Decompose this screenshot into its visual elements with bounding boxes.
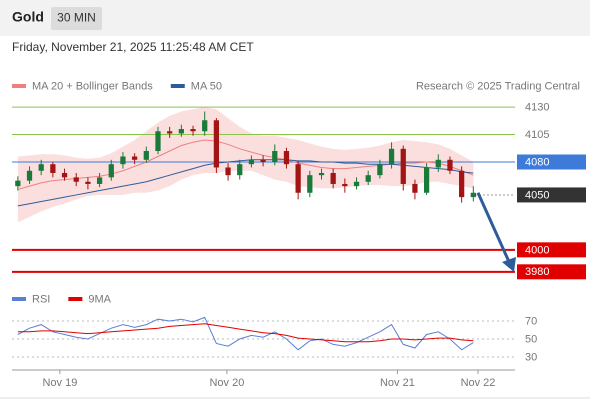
candle-body	[61, 172, 68, 178]
candle-body	[248, 159, 255, 165]
candle-body	[330, 172, 336, 184]
candle-body	[423, 167, 430, 193]
y-tick-label: 70	[525, 315, 537, 327]
legend-swatch	[170, 84, 185, 88]
legend-label: MA 50	[191, 80, 222, 92]
legend-swatch	[68, 297, 83, 301]
candle-body	[167, 131, 173, 134]
candle-body	[108, 164, 114, 178]
candle-body	[307, 175, 313, 193]
x-tick-label: Nov 20	[209, 377, 244, 389]
candle-body	[96, 177, 103, 184]
candle-body	[283, 151, 290, 165]
interval-button[interactable]	[51, 7, 102, 30]
level-label: 4050	[525, 189, 549, 201]
candle-body	[38, 164, 44, 171]
bollinger-band	[17, 107, 474, 223]
candle-body	[85, 181, 91, 184]
candle-body	[132, 156, 138, 160]
source-note: Research © 2025 Trading Central	[416, 80, 580, 92]
instrument-title: Gold	[12, 9, 44, 25]
y-tick-label: 30	[525, 351, 537, 363]
candle-body	[318, 172, 325, 176]
level-label-box	[517, 187, 586, 203]
candle-body	[15, 180, 21, 187]
forecast-arrow	[476, 192, 512, 265]
indicator-line	[17, 323, 474, 343]
candle-body	[155, 131, 161, 152]
datetime: Friday, November 21, 2025 11:25:48 AM CE…	[12, 40, 254, 54]
candle-body	[26, 170, 33, 181]
moving-average	[17, 139, 474, 190]
level-label: 4130	[525, 101, 549, 113]
candle-body	[470, 192, 476, 198]
legend-label: 9MA	[88, 293, 111, 305]
candle-body	[178, 129, 184, 134]
candle-body	[365, 175, 371, 182]
candle-body	[459, 170, 465, 198]
candle-body	[225, 167, 231, 176]
candle-body	[272, 151, 278, 162]
indicator-line	[17, 316, 474, 351]
candle-body	[190, 129, 196, 132]
candle-body	[120, 156, 126, 165]
candle-body	[295, 164, 301, 193]
moving-average	[17, 159, 474, 207]
legend-swatch	[12, 297, 26, 301]
level-label: 4105	[525, 129, 549, 141]
interval-label[interactable]: 30 MIN	[57, 11, 96, 25]
candle-body	[377, 164, 383, 176]
x-tick-label: Nov 21	[380, 377, 415, 389]
level-label: 3980	[525, 266, 549, 278]
level-label: 4080	[525, 156, 549, 168]
level-label: 4000	[525, 244, 549, 256]
candle-body	[342, 183, 348, 187]
candle-body	[353, 181, 360, 187]
legend-label: RSI	[32, 293, 50, 305]
candle-body	[412, 183, 418, 193]
candle-body	[260, 159, 266, 162]
candle-body	[143, 151, 149, 160]
candle-body	[447, 159, 453, 171]
level-label-box	[517, 242, 586, 258]
candle-body	[213, 120, 220, 168]
candle-body	[73, 177, 79, 182]
candle-body	[50, 164, 56, 173]
candle-body	[202, 120, 208, 132]
x-tick-label: Nov 19	[42, 377, 77, 389]
level-label-box	[517, 154, 586, 170]
x-tick-label: Nov 22	[461, 377, 496, 389]
legend-swatch	[12, 84, 26, 88]
legend-label: MA 20 + Bollinger Bands	[32, 80, 153, 92]
candle-body	[435, 159, 441, 168]
candle-body	[400, 148, 406, 184]
level-label-box	[517, 264, 586, 280]
forecast-arrowhead	[502, 257, 516, 272]
y-tick-label: 50	[525, 333, 537, 345]
candle-body	[388, 148, 395, 165]
candle-body	[237, 164, 243, 176]
